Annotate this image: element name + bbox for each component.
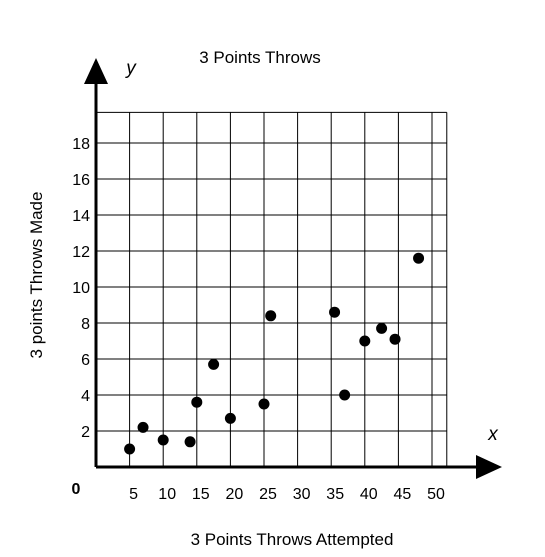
data-point [137, 421, 149, 433]
grid [96, 111, 448, 467]
x-tick-label: 20 [226, 486, 244, 503]
y-axis-title: 3 points Throws Made [27, 192, 46, 359]
x-tick-label: 25 [259, 486, 277, 503]
y-tick-label: 12 [72, 244, 90, 261]
x-axis-title: 3 Points Throws Attempted [191, 530, 394, 549]
y-axis-variable: y [124, 58, 137, 79]
y-tick-label: 4 [81, 388, 90, 405]
x-axis-arrow [476, 455, 502, 479]
y-tick-label: 18 [72, 136, 90, 153]
data-point [124, 443, 136, 455]
y-tick-label: 16 [72, 172, 90, 189]
data-point [339, 389, 351, 401]
data-point [224, 412, 236, 424]
data-point [191, 396, 203, 408]
x-tick-label: 40 [360, 486, 378, 503]
y-tick-labels: 2 4 6 8 10 12 14 16 18 [72, 136, 90, 441]
data-point [208, 358, 220, 370]
data-point [157, 434, 169, 446]
data-point [413, 252, 425, 264]
x-tick-label: 15 [192, 486, 210, 503]
x-tick-label: 50 [427, 486, 445, 503]
y-axis-arrow [84, 58, 108, 84]
y-tick-label: 14 [72, 208, 90, 225]
y-tick-label: 8 [81, 316, 90, 333]
x-tick-labels: 5 10 15 20 25 30 35 40 45 50 [129, 486, 445, 503]
data-point [329, 306, 341, 318]
x-tick-label: 30 [293, 486, 311, 503]
origin-label: 0 [72, 481, 81, 498]
x-tick-label: 45 [394, 486, 412, 503]
y-tick-label: 10 [72, 280, 90, 297]
data-point [184, 436, 196, 448]
axes [84, 58, 502, 479]
chart-title: 3 Points Throws [199, 48, 321, 67]
x-tick-label: 10 [158, 486, 176, 503]
x-tick-label: 5 [129, 486, 138, 503]
data-point [389, 333, 401, 345]
data-point [359, 335, 371, 347]
data-point [258, 398, 270, 410]
data-point [376, 322, 388, 334]
x-tick-label: 35 [326, 486, 344, 503]
data-points [124, 252, 425, 455]
y-tick-label: 6 [81, 352, 90, 369]
x-axis-variable: x [487, 424, 499, 445]
y-tick-label: 2 [81, 424, 90, 441]
data-point [265, 310, 277, 322]
